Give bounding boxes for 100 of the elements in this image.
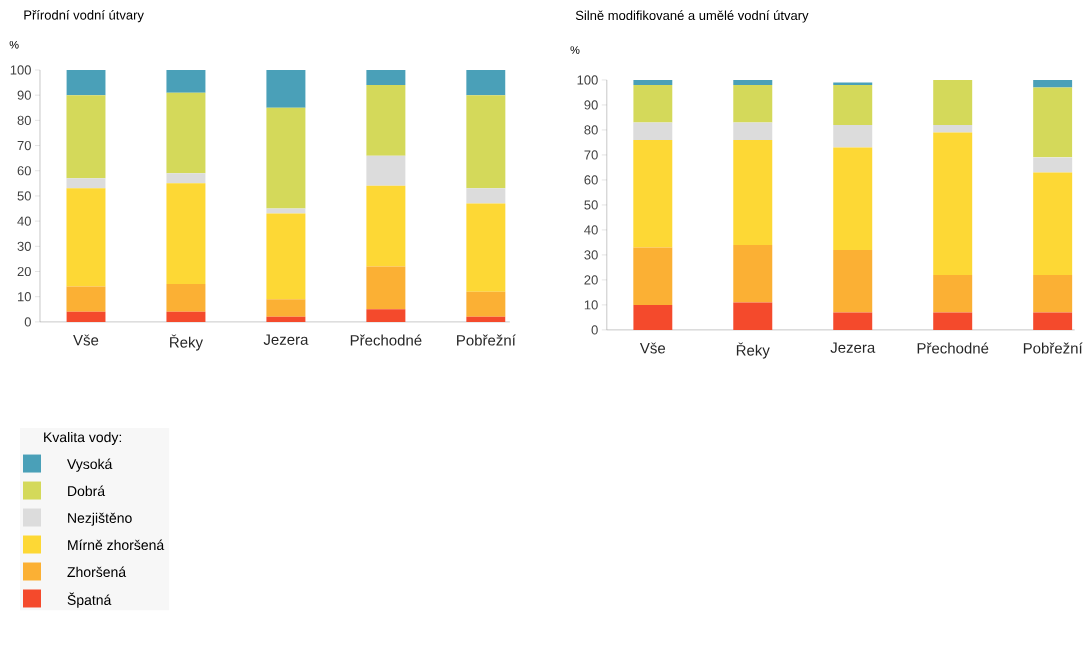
- legend-label: Nezjištěno: [68, 512, 132, 526]
- bar: [733, 302, 773, 330]
- bar: [633, 305, 673, 330]
- x-tick-label: Jezera: [830, 342, 876, 353]
- bar: [166, 284, 206, 312]
- bar: [933, 132, 973, 276]
- bar: [366, 266, 406, 310]
- bar: [466, 316, 506, 322]
- bar: [366, 85, 406, 156]
- bar: [1033, 172, 1073, 276]
- bar: [466, 291, 506, 317]
- bar: [833, 312, 873, 330]
- bar: [166, 92, 206, 174]
- bar: [166, 311, 206, 322]
- bar: [733, 245, 773, 303]
- y-axis-title: %: [9, 41, 19, 49]
- bar: [266, 107, 306, 209]
- legend-label: Zhoršená: [67, 566, 127, 578]
- bar: [733, 80, 773, 86]
- bar: [66, 95, 106, 179]
- bar: [266, 316, 306, 322]
- legend-label: Dobrá: [68, 485, 106, 497]
- bar: [266, 213, 306, 300]
- bar: [166, 183, 206, 285]
- bar: [933, 312, 973, 330]
- y-tick-label: 80: [17, 115, 31, 126]
- y-tick-label: 100: [577, 75, 598, 85]
- bar: [66, 311, 106, 322]
- bar: [166, 70, 206, 93]
- bar: [633, 140, 673, 248]
- bar: [466, 188, 506, 204]
- y-tick-label: 90: [17, 90, 31, 100]
- x-tick-label: Řeky: [170, 334, 203, 351]
- bar: [366, 185, 406, 267]
- bar: [466, 203, 506, 292]
- bar: [633, 122, 673, 141]
- bar: [933, 80, 973, 126]
- bar: [66, 70, 106, 96]
- x-tick-label: Pobřežní: [1023, 342, 1083, 354]
- bar: [833, 85, 873, 126]
- bar: [633, 85, 673, 123]
- bar: [1033, 87, 1073, 158]
- legend-title: Kvalita vody:: [44, 432, 122, 446]
- bar: [1033, 275, 1073, 313]
- bar: [66, 286, 106, 312]
- bar: [366, 155, 406, 186]
- legend-label: Mírně zhoršená: [68, 539, 165, 551]
- bar: [466, 70, 506, 96]
- y-tick-label: 50: [17, 191, 31, 201]
- y-tick-label: 20: [584, 275, 598, 285]
- bar: [933, 275, 973, 313]
- y-tick-label: 100: [10, 65, 31, 75]
- bar: [633, 80, 673, 86]
- bar: [266, 208, 306, 214]
- bar: [833, 147, 873, 251]
- y-axis-title: %: [570, 46, 580, 54]
- bar: [833, 82, 873, 86]
- bar: [166, 173, 206, 184]
- y-tick-label: 50: [584, 200, 598, 210]
- bar: [66, 178, 106, 189]
- bar: [833, 125, 873, 148]
- y-tick-label: 40: [584, 225, 598, 235]
- y-tick-label: 30: [584, 250, 598, 260]
- legend-label: Špatná: [67, 592, 112, 608]
- x-tick-label: Jezera: [263, 334, 309, 345]
- bar: [266, 299, 306, 317]
- y-tick-label: 90: [584, 100, 598, 110]
- bar: [1033, 312, 1073, 330]
- y-tick-label: 40: [17, 216, 31, 226]
- bar: [1033, 157, 1073, 173]
- bar: [633, 247, 673, 305]
- x-tick-label: Přechodné: [350, 334, 422, 346]
- bar: [466, 95, 506, 189]
- bar: [833, 250, 873, 313]
- bar: [366, 70, 406, 86]
- x-tick-label: Vše: [639, 342, 666, 354]
- chart-title: Přírodní vodní útvary: [24, 10, 144, 23]
- bar: [733, 85, 773, 123]
- y-tick-label: 20: [17, 267, 31, 277]
- bar: [733, 122, 773, 141]
- y-tick-label: 10: [584, 300, 598, 310]
- x-tick-label: Pobřežní: [457, 334, 516, 346]
- bar: [1033, 80, 1073, 88]
- y-tick-label: 60: [584, 175, 598, 185]
- bar: [733, 140, 773, 246]
- x-tick-label: Řeky: [736, 342, 770, 359]
- bar: [266, 70, 306, 108]
- y-tick-label: 70: [17, 141, 31, 151]
- y-tick-label: 70: [584, 150, 598, 160]
- bar: [366, 309, 406, 322]
- y-tick-label: 80: [584, 125, 598, 135]
- legend-label: Vysoká: [67, 458, 113, 472]
- y-tick-label: 60: [17, 166, 31, 176]
- bar: [66, 188, 106, 287]
- x-tick-label: Vše: [73, 334, 99, 346]
- chart-title: Silně modifikované a umělé vodní útvary: [575, 10, 809, 23]
- bar: [933, 125, 973, 133]
- y-tick-label: 30: [17, 241, 31, 252]
- y-tick-label: 0: [591, 325, 598, 335]
- x-tick-label: Přechodné: [917, 342, 989, 354]
